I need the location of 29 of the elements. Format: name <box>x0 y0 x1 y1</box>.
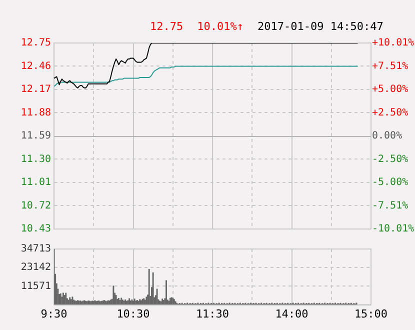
y-tick-label: 10.72 <box>20 200 51 212</box>
y-tick-label: 11571 <box>20 280 51 292</box>
y2-tick-label: +7.51% <box>372 60 408 72</box>
x-tick-label: 10:30 <box>116 307 150 320</box>
y-tick-label: 11.01 <box>20 177 51 188</box>
text: 2017-01-09 14:50:47 <box>257 20 384 33</box>
y2-tick-label: -7.51% <box>372 200 408 212</box>
y-tick-label: 12.17 <box>20 84 51 96</box>
y2-tick-label: -2.50% <box>372 154 408 165</box>
x-tick-label: 11:30 <box>196 307 230 320</box>
text: 12.75 <box>150 20 184 33</box>
y-tick-label: 12.75 <box>20 38 51 49</box>
x-tick-label: 9:30 <box>40 307 68 320</box>
y-tick-label: 12.46 <box>20 60 51 72</box>
x-tick-label: 14:00 <box>275 307 308 320</box>
y2-tick-label: -10.01% <box>372 224 414 235</box>
y2-tick-label: 0.00% <box>372 130 402 142</box>
y2-tick-label: +10.01% <box>372 38 414 49</box>
y-tick-label: 34713 <box>20 244 51 255</box>
y2-tick-label: +2.50% <box>372 107 408 118</box>
y-tick-label: 10.43 <box>20 224 51 235</box>
y2-tick-label: -5.00% <box>372 177 408 188</box>
x-tick-label: 15:00 <box>354 307 388 320</box>
y-tick-label: 11.59 <box>20 130 51 142</box>
y-tick-label: 11.88 <box>20 107 51 118</box>
text: 10.01%↑ <box>197 20 244 33</box>
y2-tick-label: +5.00% <box>372 84 408 96</box>
y-tick-label: 23142 <box>20 262 51 274</box>
y-tick-label: 11.30 <box>20 154 51 165</box>
